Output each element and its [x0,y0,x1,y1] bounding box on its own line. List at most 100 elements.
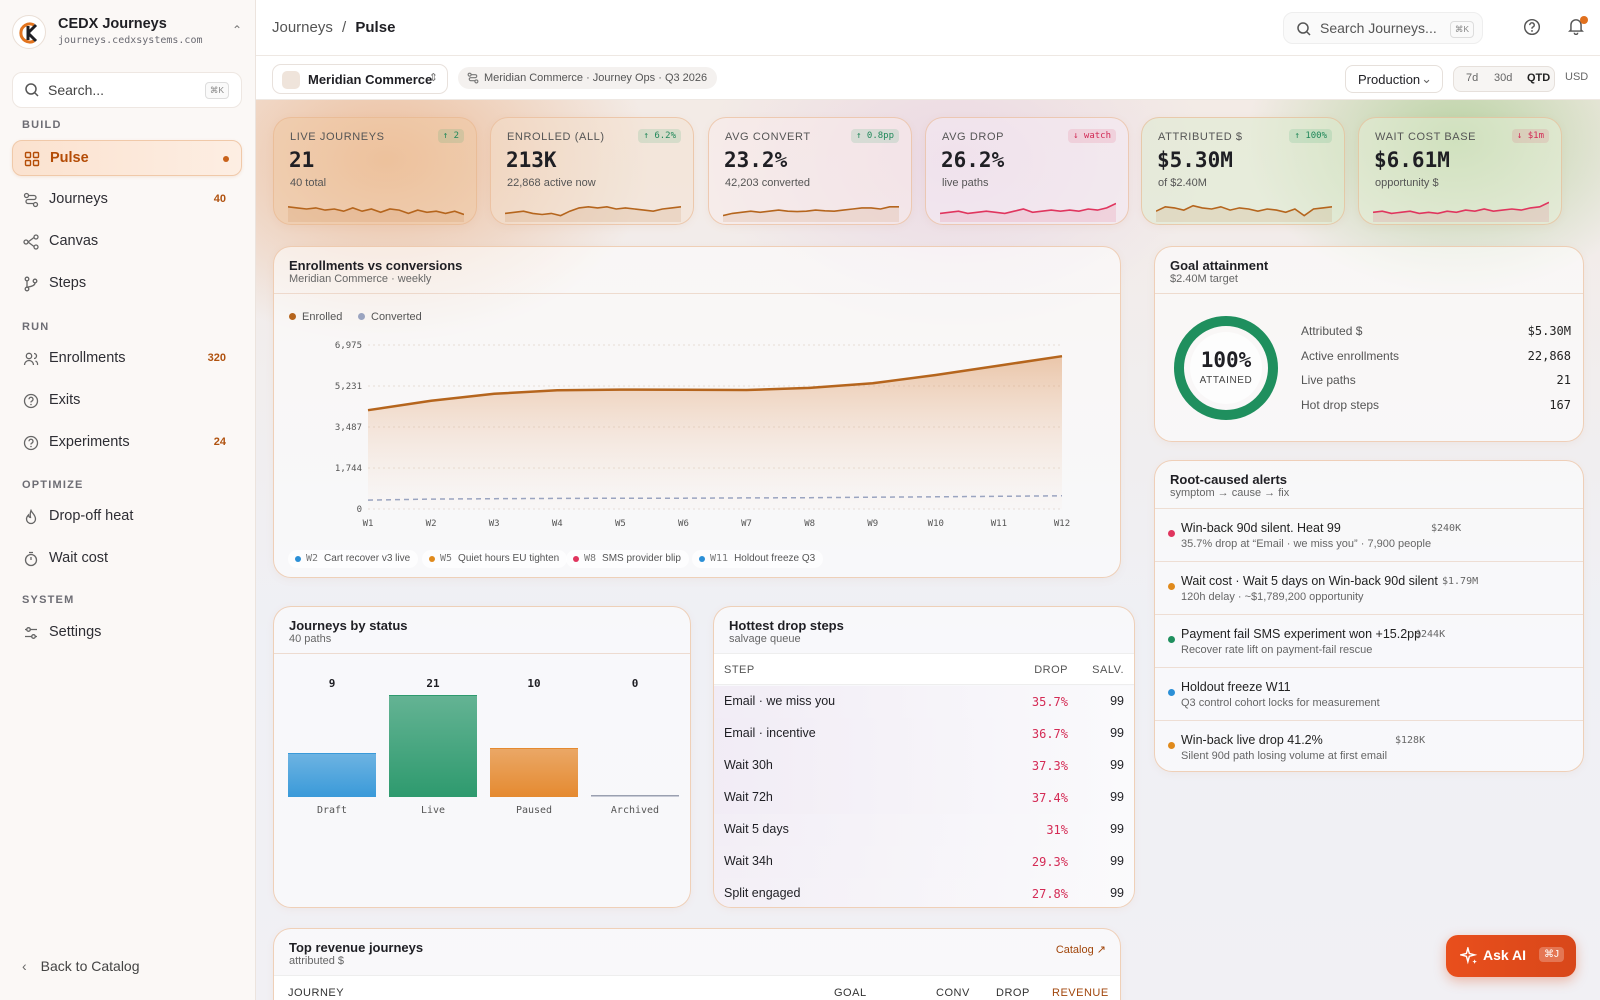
salvage-score: 99 [1110,694,1124,708]
global-search-placeholder: Search Journeys... [1320,20,1437,36]
alert-item[interactable]: Wait cost · Wait 5 days on Win-back 90d … [1155,561,1583,613]
alert-detail: 120h delay · ~$1,789,200 opportunity [1181,591,1364,603]
table-row[interactable]: Email · incentive 36.7% 99 [714,718,1134,750]
legend-label: Converted [371,311,422,323]
help-circle-icon [23,435,39,451]
x-tick-label: W5 [615,519,626,529]
dashboard-main: LIVE JOURNEYS ↑ 2 21 40 total ENROLLED (ALL)… [256,100,1600,1000]
kpi-card[interactable]: ATTRIBUTED $ ↑ 100% $5.30M of $2.40M [1141,117,1345,225]
col-drop[interactable]: DROP [1034,664,1068,676]
breadcrumb-parent[interactable]: Journeys [272,19,333,36]
alert-item[interactable]: Win-back live drop 41.2% $128K Silent 90d … [1155,720,1583,772]
currency-label[interactable]: USD [1565,71,1589,83]
table-row[interactable]: Wait 5 days 31% 99 [714,814,1134,846]
range-qtd[interactable]: QTD [1527,72,1551,84]
environment-select[interactable]: Production ⌄ [1345,65,1443,93]
sidebar-item-experiments[interactable]: Experiments 24 [12,425,242,461]
alert-item[interactable]: Win-back 90d silent. Heat 99 $240K 35.7% d… [1155,508,1583,560]
col-drop[interactable]: DROP [996,987,1030,999]
global-search[interactable]: Search Journeys... ⌘K [1283,12,1483,44]
legend-enrolled[interactable]: Enrolled [289,311,342,323]
sidebar-item-label: Steps [49,275,87,291]
sidebar-item-dropoff-heat[interactable]: Drop-off heat [12,499,242,535]
event-pill[interactable]: W8 SMS provider blip [566,550,689,568]
alert-title: Payment fail SMS experiment won +15.2pp [1181,627,1422,641]
kpi-card[interactable]: AVG CONVERT ↑ 0.8pp 23.2% 42,203 converted [708,117,912,225]
col-conv[interactable]: CONV [936,987,970,999]
converted-line [367,495,1063,501]
x-tick-label: W10 [928,519,944,529]
kpi-subtext: of $2.40M [1158,177,1207,189]
table-row[interactable]: Split engaged 27.8% 99 [714,878,1134,907]
status-bar[interactable] [288,753,376,797]
col-step[interactable]: STEP [724,664,755,676]
sidebar-item-pulse[interactable]: Pulse [12,140,242,176]
ask-ai-button[interactable]: Ask AI ⌘J [1446,935,1576,977]
sidebar-item-settings[interactable]: Settings [12,615,242,651]
x-tick-label: W1 [363,519,374,529]
x-tick-label: W9 [867,519,878,529]
search-icon [25,83,39,97]
event-pill[interactable]: W5 Quiet hours EU tighten [422,550,568,568]
sidebar-item-journeys[interactable]: Journeys 40 [12,182,242,218]
bar-label: Paused [515,805,553,816]
sparkle-icon [1460,947,1478,965]
alert-item[interactable]: Payment fail SMS experiment won +15.2pp $… [1155,614,1583,666]
workspace-switcher[interactable]: CEDX Journeys journeys.cedxsystems.com ⌃ [12,13,246,51]
status-bar[interactable] [389,695,477,797]
alert-item[interactable]: Holdout freeze W11 Q3 control cohort lock… [1155,667,1583,719]
bell-icon[interactable] [1567,17,1585,35]
kpi-label: LIVE JOURNEYS [290,131,385,143]
kpi-value: 21 [289,148,315,172]
sidebar-search[interactable]: Search... ⌘K [12,72,242,108]
catalog-link[interactable]: Catalog ↗ [1055,944,1106,956]
legend-converted[interactable]: Converted [358,311,422,323]
timer-icon [24,551,38,567]
range-7d[interactable]: 7d [1466,72,1479,84]
drop-rate: 36.7% [1031,727,1068,741]
sidebar-item-label: Pulse [50,150,89,166]
back-to-catalog-link[interactable]: ‹ Back to Catalog [22,958,140,974]
count-badge: 40 [213,193,226,205]
range-30d[interactable]: 30d [1494,72,1513,84]
col-salvage[interactable]: SALV. [1092,664,1124,676]
status-bar[interactable] [591,795,679,797]
kpi-card[interactable]: WAIT COST BASE ↓ $1m $6.61M opportunity $ [1358,117,1562,225]
col-journey[interactable]: JOURNEY [288,987,345,999]
goal-stat-row: Live paths 21 [1301,373,1571,387]
table-row[interactable]: Wait 34h 29.3% 99 [714,846,1134,878]
x-tick-label: W2 [426,519,437,529]
table-row[interactable]: Email · we miss you 35.7% 99 [714,686,1134,718]
sidebar-item-enrollments[interactable]: Enrollments 320 [12,341,242,377]
kpi-card[interactable]: LIVE JOURNEYS ↑ 2 21 40 total [273,117,477,225]
sidebar-item-exits[interactable]: Exits [12,383,242,419]
sidebar-item-label: Exits [49,392,81,408]
sidebar-item-steps[interactable]: Steps [12,266,242,302]
col-revenue[interactable]: REVENUE [1052,987,1109,999]
kpi-subtext: live paths [942,177,989,189]
drop-rate: 27.8% [1031,887,1068,901]
alert-detail: Silent 90d path losing volume at first e… [1181,750,1388,762]
table-row[interactable]: Wait 72h 37.4% 99 [714,782,1134,814]
col-goal[interactable]: GOAL [834,987,867,999]
x-tick-label: W12 [1054,519,1070,529]
event-pill[interactable]: W2 Cart recover v3 live [288,550,419,568]
sidebar-item-label: Experiments [49,434,130,450]
kpi-subtext: opportunity $ [1375,177,1439,189]
alert-amount: $240K [1431,523,1462,534]
kpi-trend-badge: ↓ $1m [1511,129,1549,143]
sidebar-item-wait-cost[interactable]: Wait cost [12,541,242,577]
route-icon [23,192,39,208]
kpi-card[interactable]: AVG DROP ↓ watch 26.2% live paths [925,117,1129,225]
workspace-select[interactable]: Meridian Commerce ⇕ [272,64,448,94]
kpi-card[interactable]: ENROLLED (ALL) ↑ 6.2% 213K 22,868 active no… [490,117,694,225]
card-subtitle: 40 paths [289,633,332,645]
drop-rate: 35.7% [1031,695,1068,709]
status-bar[interactable] [490,748,578,797]
help-circle-icon[interactable] [1523,18,1541,36]
table-row[interactable]: Wait 30h 37.3% 99 [714,750,1134,782]
kpi-sparkline [723,206,899,222]
sidebar-item-canvas[interactable]: Canvas [12,224,242,260]
event-pill[interactable]: W11 Holdout freeze Q3 [692,550,824,568]
drop-rate: 31% [1046,823,1068,837]
